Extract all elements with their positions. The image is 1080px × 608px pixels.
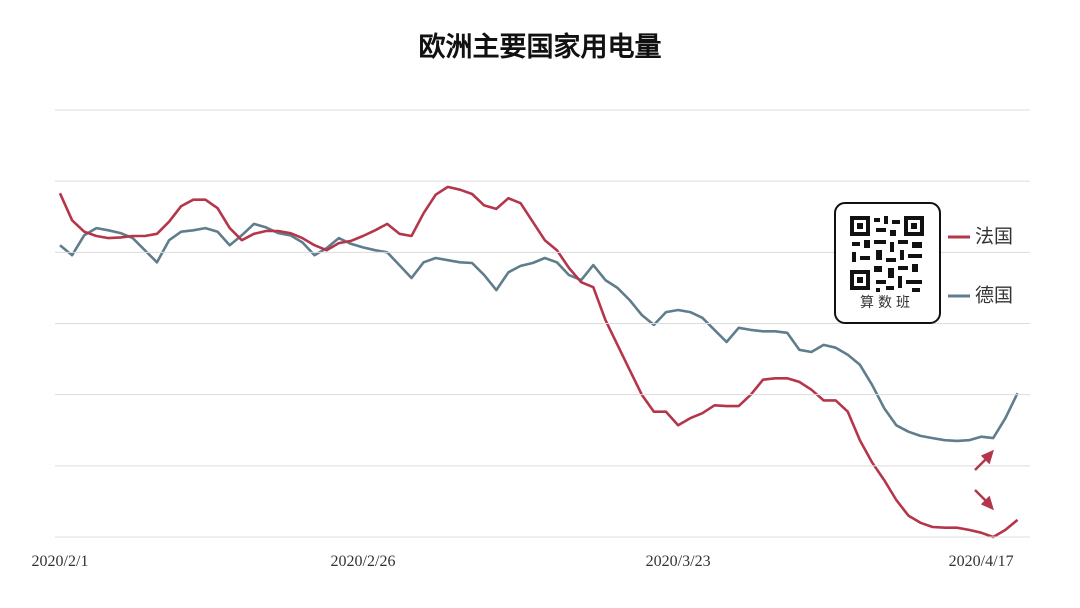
x-tick-label: 2020/2/26	[331, 553, 396, 570]
data-line	[59, 222, 1019, 443]
data-line	[58, 185, 1019, 539]
annotation-arrows	[974, 449, 994, 511]
chart-title: 欧洲主要国家用电量	[419, 31, 662, 63]
legend-label: 法国	[975, 226, 1013, 248]
qr-code	[850, 216, 924, 292]
x-tick-label: 2020/2/1	[32, 553, 89, 570]
legend-label: 德国	[975, 285, 1013, 307]
logo: 算数班	[834, 202, 941, 324]
logo-text: 算数班	[860, 295, 914, 311]
x-tick-label: 2020/4/17	[949, 553, 1014, 570]
x-tick-label: 2020/3/23	[646, 553, 711, 570]
